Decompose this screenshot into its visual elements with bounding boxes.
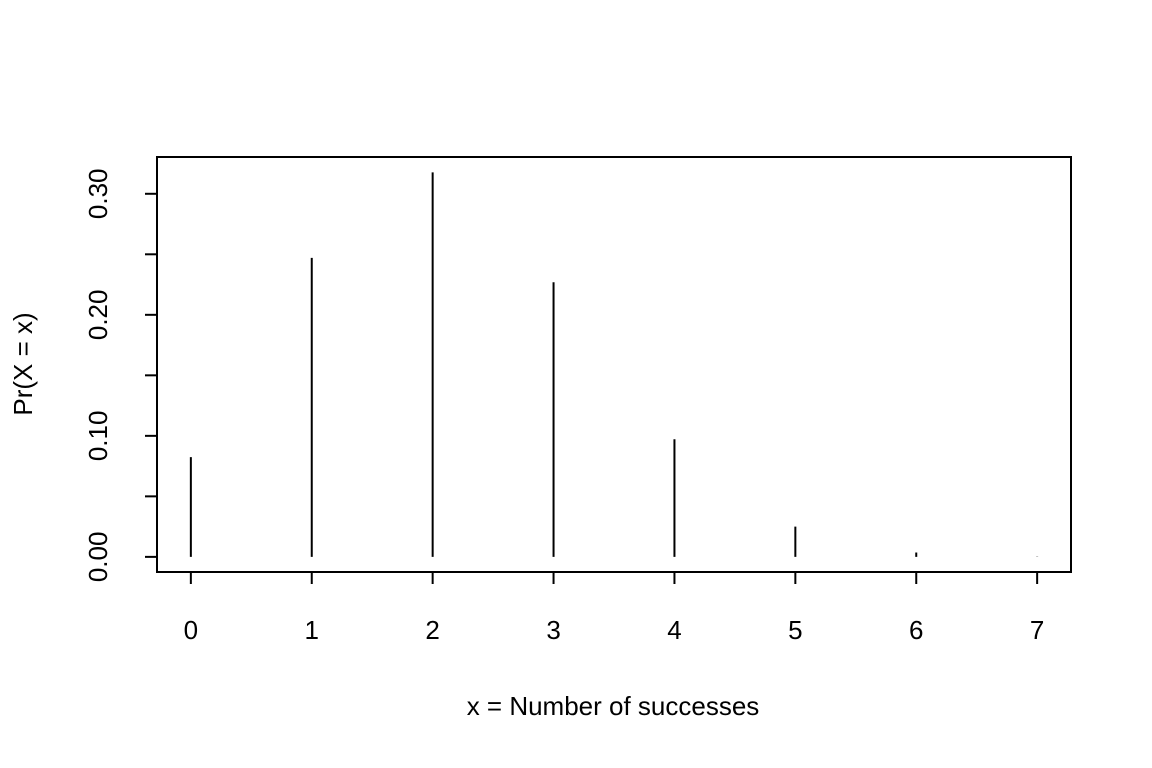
y-tick-label: 0.30: [83, 168, 113, 219]
x-tick-label: 1: [305, 615, 319, 645]
plot-frame: [156, 156, 1072, 573]
x-tick-label: 3: [546, 615, 560, 645]
x-tick-label: 7: [1030, 615, 1044, 645]
x-tick-label: 0: [184, 615, 198, 645]
x-tick-label: 4: [667, 615, 681, 645]
x-tick-label: 6: [909, 615, 923, 645]
y-axis-label: Pr(X = x): [8, 312, 38, 415]
x-tick-label: 5: [788, 615, 802, 645]
y-tick-label: 0.10: [83, 411, 113, 462]
x-tick-label: 2: [425, 615, 439, 645]
x-axis-label: x = Number of successes: [467, 691, 760, 721]
y-tick-label: 0.00: [83, 532, 113, 583]
y-tick-label: 0.20: [83, 290, 113, 341]
